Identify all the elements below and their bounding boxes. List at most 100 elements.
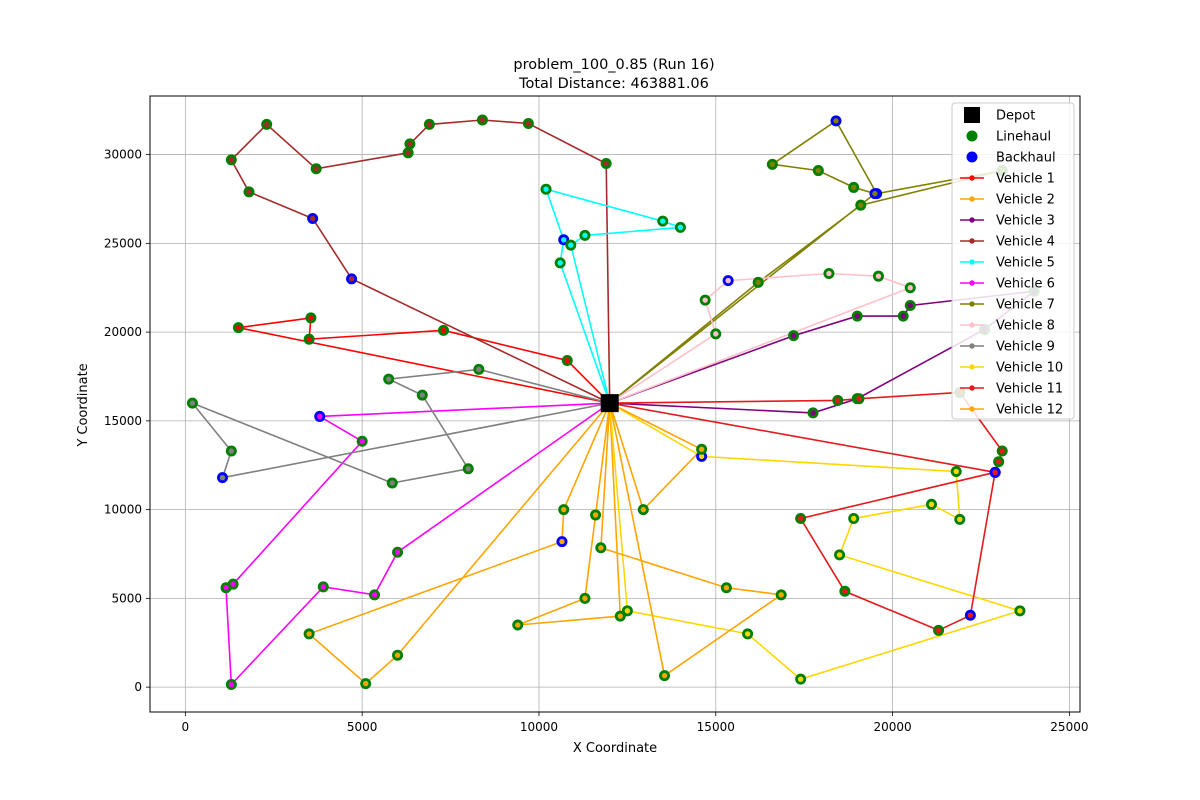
chart-title-line-1: problem_100_0.85 (Run 16)	[513, 57, 714, 73]
route-point-vehicle-11	[835, 397, 841, 404]
route-line-vehicle-6	[225, 402, 611, 687]
plot-frame	[149, 95, 1081, 713]
legend-marker-point	[969, 301, 975, 307]
legend-marker-point	[969, 364, 975, 370]
route-point-vehicle-10	[836, 552, 843, 558]
customer-points	[186, 114, 1040, 690]
legend-label: Vehicle 3	[996, 214, 1055, 229]
legend-label: Vehicle 2	[996, 193, 1055, 208]
route-point-vehicle-10	[957, 516, 963, 523]
legend: Depot Linehaul Backhaul Vehicle 1 Vehicle 2 V…	[951, 102, 1075, 420]
route-point-vehicle-11	[842, 588, 848, 594]
route-point-vehicle-9	[419, 392, 425, 398]
route-point-vehicle-12	[698, 446, 705, 452]
legend-marker-point	[969, 406, 975, 412]
route-point-vehicle-12	[661, 672, 668, 679]
legend-label: Linehaul	[996, 130, 1051, 145]
route-line-vehicle-9	[189, 368, 610, 484]
route-point-vehicle-10	[953, 468, 959, 475]
route-point-vehicle-8	[907, 285, 913, 291]
legend-label: Vehicle 5	[996, 256, 1055, 271]
legend-label: Vehicle 4	[996, 235, 1055, 250]
legend-label: Vehicle 12	[996, 403, 1063, 418]
route-point-vehicle-6	[394, 549, 401, 555]
depot-marker	[600, 394, 619, 413]
route-point-vehicle-3	[790, 332, 797, 339]
legend-marker-point	[969, 385, 975, 391]
route-point-vehicle-11	[999, 448, 1005, 454]
x-tick-label: 0	[182, 720, 190, 734]
legend-label: Depot	[996, 109, 1035, 124]
route-point-vehicle-4	[313, 166, 319, 172]
x-tick-label: 15000	[697, 720, 735, 734]
route-point-vehicle-9	[228, 448, 235, 454]
route-point-vehicle-7	[755, 279, 761, 286]
legend-marker-point	[969, 322, 975, 328]
route-point-vehicle-1	[440, 327, 447, 334]
legend-label: Backhaul	[996, 151, 1056, 166]
route-point-vehicle-2	[582, 595, 588, 602]
x-tick-label: 25000	[1050, 720, 1088, 734]
route-point-vehicle-10	[744, 631, 751, 637]
legend-box	[951, 102, 1075, 420]
route-point-vehicle-12	[306, 631, 312, 637]
route-point-vehicle-8	[713, 331, 719, 337]
route-point-vehicle-12	[561, 506, 567, 513]
route-point-vehicle-4	[603, 160, 609, 167]
route-point-vehicle-1	[235, 324, 242, 331]
route-point-vehicle-4	[309, 215, 316, 222]
route-point-vehicle-12	[559, 538, 565, 545]
depot-marker-group	[600, 394, 619, 413]
route-point-vehicle-12	[394, 652, 401, 658]
route-point-vehicle-11	[992, 469, 998, 476]
route-point-vehicle-9	[389, 480, 395, 486]
route-point-vehicle-12	[598, 545, 604, 551]
y-tick-label: 30000	[104, 148, 142, 162]
route-point-vehicle-9	[385, 376, 392, 382]
route-point-vehicle-4	[407, 141, 413, 147]
route-point-vehicle-4	[246, 189, 252, 195]
y-tick-label: 20000	[104, 325, 142, 339]
y-tick-label: 0	[134, 680, 142, 694]
legend-label: Vehicle 8	[996, 319, 1055, 334]
legend-marker-point	[969, 280, 975, 286]
route-point-vehicle-2	[515, 622, 521, 628]
route-point-vehicle-8	[702, 297, 708, 303]
route-point-vehicle-5	[543, 186, 549, 192]
route-point-vehicle-7	[872, 190, 878, 197]
route-point-vehicle-3	[810, 410, 816, 416]
x-tick-label: 10000	[520, 720, 558, 734]
route-point-vehicle-5	[561, 237, 567, 243]
route-point-vehicle-5	[582, 232, 588, 239]
legend-marker-dot	[966, 130, 978, 142]
route-point-vehicle-4	[479, 117, 486, 123]
route-point-vehicle-11	[856, 395, 862, 402]
route-point-vehicle-6	[228, 681, 235, 688]
chart-title-line-2: Total Distance: 463881.06	[518, 76, 709, 92]
route-point-vehicle-3	[907, 302, 913, 309]
route-point-vehicle-7	[769, 161, 776, 168]
route-point-vehicle-3	[854, 313, 860, 319]
route-point-vehicle-6	[230, 581, 236, 587]
legend-label: Vehicle 6	[996, 277, 1055, 292]
route-point-vehicle-11	[995, 458, 1002, 465]
y-tick-label: 5000	[111, 591, 142, 605]
route-point-vehicle-5	[568, 242, 574, 248]
route-point-vehicle-4	[525, 120, 532, 127]
route-point-vehicle-8	[826, 270, 832, 277]
route-point-vehicle-11	[967, 612, 974, 618]
route-point-vehicle-9	[219, 474, 226, 481]
legend-marker-point	[969, 217, 975, 223]
route-line-vehicle-2	[517, 402, 622, 626]
legend-marker-depot	[964, 107, 980, 123]
route-line-vehicle-10	[608, 402, 1023, 681]
legend-label: Vehicle 9	[996, 340, 1055, 355]
route-point-vehicle-1	[308, 315, 314, 321]
x-tick-label: 5000	[347, 720, 378, 734]
y-axis-label: Y Coordinate	[76, 363, 91, 447]
axis-ticks: 0 5000 10000 15000 20000 25000 0 5000 10000 15000…	[104, 148, 1089, 734]
route-point-vehicle-6	[359, 438, 365, 444]
legend-label: Vehicle 11	[996, 382, 1063, 397]
legend-label: Vehicle 10	[996, 361, 1063, 376]
route-point-vehicle-2	[617, 613, 624, 619]
